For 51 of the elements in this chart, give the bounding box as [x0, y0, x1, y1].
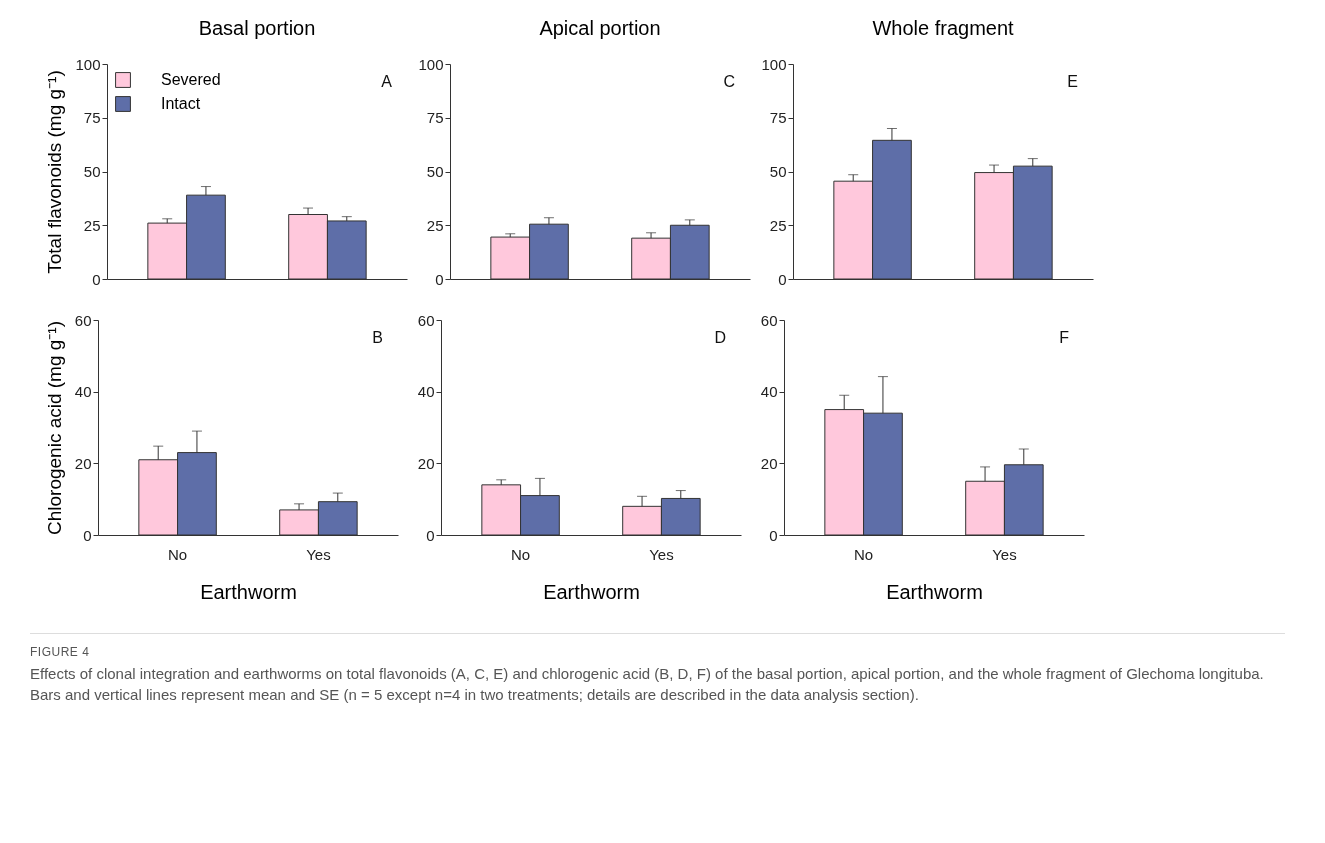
- y-tick-label: 40: [760, 383, 778, 401]
- y-tick-label: 100: [761, 55, 787, 73]
- y-tick-label: 100: [418, 55, 444, 73]
- y-tick-label: 40: [74, 383, 92, 401]
- y-tick-label: 100: [75, 55, 101, 73]
- x-tick-label: No: [853, 545, 874, 563]
- x-tick-label: Yes: [306, 545, 331, 563]
- y-tick-label: 20: [417, 454, 435, 472]
- annotation: F: [1059, 329, 1070, 346]
- y-tick-label: 50: [769, 163, 787, 180]
- y-tick-label: 50: [83, 163, 101, 180]
- y-tick-label: 60: [74, 311, 92, 329]
- y-tick-label: 40: [417, 383, 435, 401]
- y-tick-label: 25: [426, 216, 444, 234]
- x-tick-label: Yes: [992, 545, 1017, 563]
- x-tick-label: Yes: [649, 545, 674, 563]
- chart-title: Basal portion: [198, 17, 316, 39]
- y-tick-label: 75: [83, 109, 101, 127]
- text: Effects of clonal integration and earthworms on total flavonoids (A, C, E) and chlorogenic acid (B, D, F) of the basal portion, apical portion, and the whole fragment of Glechoma longituba. Bars and vertical lines represent mean and SE (n = 5 except n=4 in two treatments; details are described in the data analysis section).: [30, 663, 1265, 705]
- y-tick-label: 25: [769, 216, 787, 234]
- x-tick-label: No: [167, 545, 188, 563]
- annotation: B: [372, 329, 383, 346]
- y-tick-label: 75: [769, 109, 787, 127]
- x-axis-title: Earthworm: [543, 580, 640, 603]
- y-tick-label: 0: [435, 270, 444, 288]
- y-axis-title: Total flavonoids (mg g⁻¹): [44, 70, 66, 274]
- chart-title: Apical portion: [539, 17, 661, 39]
- y-tick-label: 0: [92, 270, 101, 288]
- y-tick-label: 60: [417, 311, 435, 329]
- x-axis-title: Earthworm: [200, 580, 297, 603]
- x-tick-label: No: [510, 545, 531, 563]
- y-tick-label: 50: [426, 163, 444, 180]
- y-tick-label: 20: [74, 454, 92, 472]
- annotation: E: [1067, 73, 1078, 90]
- y-tick-label: 0: [426, 526, 435, 544]
- caption: FIGURE 4: [30, 644, 91, 661]
- annotation: C: [723, 73, 735, 90]
- y-tick-label: 20: [760, 454, 778, 472]
- y-tick-label: 0: [769, 526, 778, 544]
- annotation: D: [714, 329, 726, 346]
- y-tick-label: 60: [760, 311, 778, 329]
- x-axis-title: Earthworm: [886, 580, 983, 603]
- chart-title: Whole fragment: [872, 17, 1015, 39]
- y-axis-title: Chlorogenic acid (mg g⁻¹): [43, 320, 65, 536]
- y-tick-label: 0: [778, 270, 787, 288]
- legend-label: Intact: [161, 95, 201, 112]
- y-tick-label: 0: [83, 526, 92, 544]
- y-tick-label: 25: [83, 216, 101, 234]
- annotation: A: [381, 73, 393, 90]
- legend-label: Severed: [161, 71, 221, 88]
- y-tick-label: 75: [426, 109, 444, 127]
